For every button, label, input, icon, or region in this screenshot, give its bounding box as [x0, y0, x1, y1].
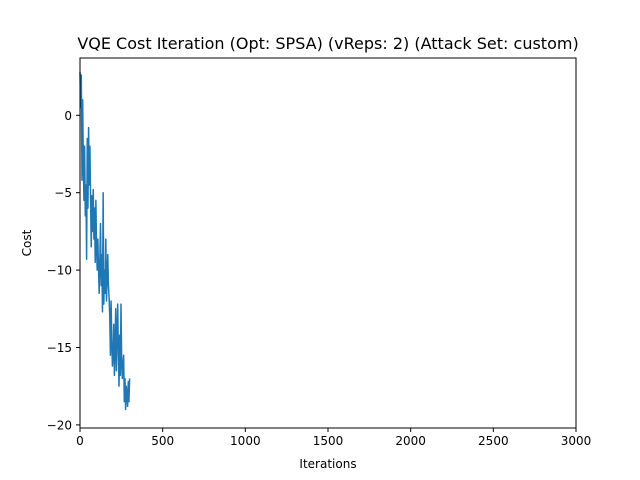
x-tick-label: 1500	[313, 434, 344, 448]
y-tick-label: −20	[47, 418, 72, 432]
plot-frame	[79, 57, 577, 429]
y-tick-label: −15	[47, 341, 72, 355]
y-tick-label: 0	[64, 109, 72, 123]
x-tick-label: 2000	[395, 434, 426, 448]
x-tick-label: 3000	[561, 434, 592, 448]
y-tick-label: −10	[47, 264, 72, 278]
x-axis-label: Iterations	[299, 457, 356, 471]
y-axis-label: Cost	[20, 229, 34, 256]
y-tick-label: −5	[54, 186, 72, 200]
chart-title: VQE Cost Iteration (Opt: SPSA) (vReps: 2…	[77, 34, 578, 53]
x-tick-label: 500	[151, 434, 174, 448]
series-line-0	[79, 71, 131, 411]
x-tick-label: 0	[76, 434, 84, 448]
x-tick-label: 2500	[478, 434, 509, 448]
x-tick-label: 1000	[230, 434, 261, 448]
